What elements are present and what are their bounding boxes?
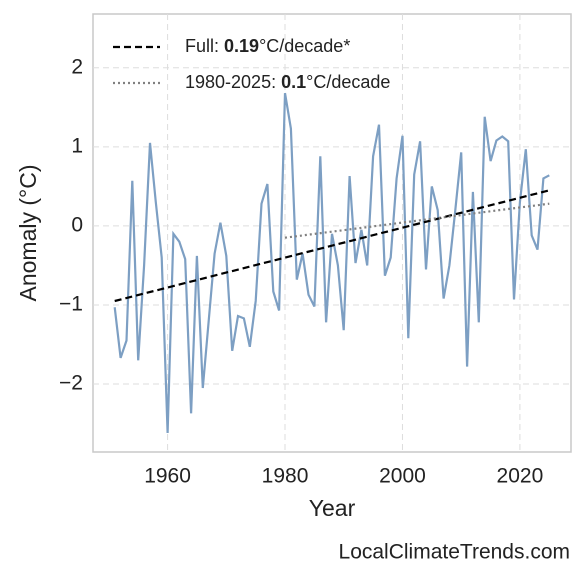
x-tick-label: 2020 [497,465,544,488]
x-tick-label: 1980 [262,465,309,488]
y-tick-label: 0 [71,213,83,236]
x-tick-label: 2000 [379,465,426,488]
y-tick-label: −1 [59,292,83,315]
plot-frame [92,13,572,453]
y-tick-label: 2 [71,55,83,78]
y-tick-label: −2 [59,372,83,395]
watermark: LocalClimateTrends.com [339,541,570,564]
legend-label: Full: 0.19°C/decade* [185,36,350,56]
legend-label: 1980-2025: 0.1°C/decade [185,72,390,92]
y-tick-label: 1 [71,134,83,157]
x-axis-label: Year [309,495,356,521]
trend-line [284,202,550,239]
x-tick-label: 1960 [144,465,191,488]
trend-line [114,189,550,303]
data-line [113,92,550,434]
y-axis-label: Anomaly (°C) [15,164,41,301]
